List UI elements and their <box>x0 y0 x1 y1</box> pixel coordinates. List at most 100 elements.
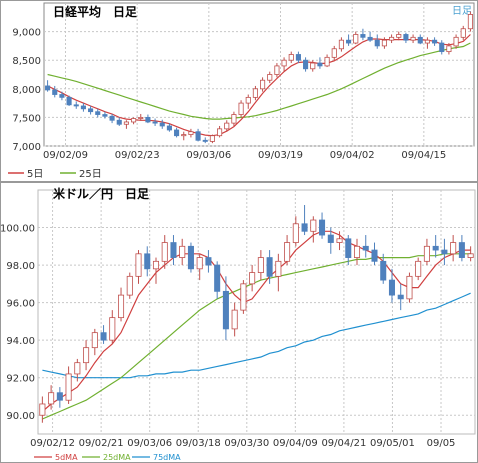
bot-xtick-label: 09/03/30 <box>224 438 269 449</box>
top-candle-body <box>202 139 208 142</box>
bot-candle-body <box>109 317 116 341</box>
bot-candle-body <box>214 264 221 292</box>
top-candle-body <box>123 121 129 125</box>
usdjpy-chart: 米ドル／円 日足 90.00 92.00 94.00 96.00 98.00 100.00… <box>0 182 478 463</box>
top-candle-body <box>360 34 366 38</box>
bot-candle-body <box>257 257 264 273</box>
top-candle-body <box>195 131 201 141</box>
top-candle-body <box>109 115 115 121</box>
bot-candle-body <box>388 279 395 296</box>
top-candle-body <box>45 85 51 91</box>
top-candle-body <box>245 96 251 104</box>
top-candle-body <box>417 36 423 44</box>
top-candle-body <box>381 39 387 47</box>
bot-candle-body <box>126 275 133 296</box>
bot-candle-body <box>196 257 203 270</box>
top-candle-body <box>310 62 316 70</box>
top-candle-body <box>303 59 309 70</box>
top-candle-body <box>324 56 330 67</box>
top-candle-body <box>439 42 445 53</box>
top-candle-body <box>396 34 402 38</box>
bot-candle-body <box>292 223 299 243</box>
bot-candle-body <box>152 260 160 270</box>
top-candle-body <box>295 54 301 61</box>
bot-ytick-label: 92.00 <box>6 374 35 385</box>
top-candle-body <box>217 128 223 137</box>
top-candle-body <box>389 36 395 41</box>
nikkei-legend: 5日 25日 <box>8 169 102 180</box>
top-candle-body <box>59 94 65 98</box>
bot-candle-body <box>231 309 238 330</box>
bot-ma5-line <box>42 230 471 412</box>
bot-ma25-line <box>42 253 471 420</box>
bot-candle-body <box>353 245 361 258</box>
top-candle-body <box>95 111 101 115</box>
bot-candle-body <box>179 245 186 258</box>
bot-candle-body <box>100 332 107 341</box>
top-ma25-line <box>47 42 471 120</box>
nikkei-chart-svg: 日経平均 日足 日足 7,000 7,500 8,000 8,500 9,000 09/… <box>0 0 478 182</box>
top-xtick-label: 09/03/06 <box>186 150 231 161</box>
top-ytick-label: 7,500 <box>12 113 41 124</box>
bot-candle-body <box>56 392 63 401</box>
top-candle-body <box>403 34 409 41</box>
top-candle-body <box>331 48 337 58</box>
top-candle-body <box>432 39 438 44</box>
top-ytick-label: 9,000 <box>12 28 41 39</box>
top-candle-body <box>73 104 79 107</box>
bot-xtick-label: 09/03/06 <box>127 438 172 449</box>
top-candle-body <box>410 36 416 41</box>
top-candle-body <box>131 118 137 123</box>
nikkei-corner-label: 日足 <box>452 5 472 17</box>
top-ytick-label: 7,000 <box>12 142 41 153</box>
bot-candle-body <box>65 373 72 401</box>
bot-candle-body <box>266 257 273 277</box>
top-candle-body <box>281 59 287 67</box>
top-candle-body <box>288 54 294 61</box>
top-candle-body <box>260 79 266 90</box>
bot-candle-body <box>161 242 168 262</box>
top-candle-body <box>460 28 466 38</box>
top-candle-body <box>453 36 459 47</box>
usdjpy-legend-25dma: 25dMA <box>103 453 131 462</box>
top-xtick-label: 09/02/09 <box>43 150 88 161</box>
top-candle-body <box>52 89 58 95</box>
top-candle-body <box>338 39 344 50</box>
top-candle-body <box>446 45 452 53</box>
bot-candle-body <box>74 362 81 375</box>
bot-candle-body <box>423 245 430 262</box>
bot-xtick-label: 09/05 <box>427 438 456 449</box>
bot-candle-body <box>371 249 378 262</box>
bot-candle-body <box>327 234 334 243</box>
bot-candle-body <box>284 242 291 262</box>
bot-candle-body <box>345 238 352 258</box>
top-candle-body <box>238 102 244 115</box>
top-candle-body <box>166 125 172 131</box>
bot-candle-body <box>406 275 413 300</box>
top-candle-body <box>66 96 72 106</box>
top-candle-body <box>116 119 122 125</box>
bot-xtick-label: 09/03/18 <box>176 438 221 449</box>
bot-candle-body <box>415 260 422 277</box>
top-candle-body <box>174 129 180 137</box>
top-ma5-line <box>47 34 471 137</box>
top-xtick-label: 09/02/23 <box>115 150 160 161</box>
nikkei-legend-5d: 5日 <box>27 169 43 180</box>
top-candle-body <box>145 117 151 123</box>
top-ytick-label: 8,500 <box>12 56 41 67</box>
top-candle-body <box>80 105 86 110</box>
top-candle-body <box>231 114 237 124</box>
usdjpy-plot-area <box>37 189 476 435</box>
bot-candle-body <box>39 403 46 416</box>
top-candle-body <box>267 74 273 81</box>
top-candle-body <box>274 65 280 75</box>
bot-candle-body <box>135 253 142 277</box>
top-candle-body <box>374 39 380 47</box>
usdjpy-chart-svg: 米ドル／円 日足 90.00 92.00 94.00 96.00 98.00 100.00… <box>0 182 478 463</box>
bot-xtick-label: 09/02/12 <box>30 438 75 449</box>
bot-ytick-label: 98.00 <box>6 261 35 272</box>
usdjpy-legend-5dma: 5dMA <box>55 453 78 462</box>
nikkei-chart-title: 日経平均 日足 <box>53 4 137 19</box>
top-candle-body <box>224 122 230 130</box>
bot-ytick-label: 96.00 <box>6 299 35 310</box>
